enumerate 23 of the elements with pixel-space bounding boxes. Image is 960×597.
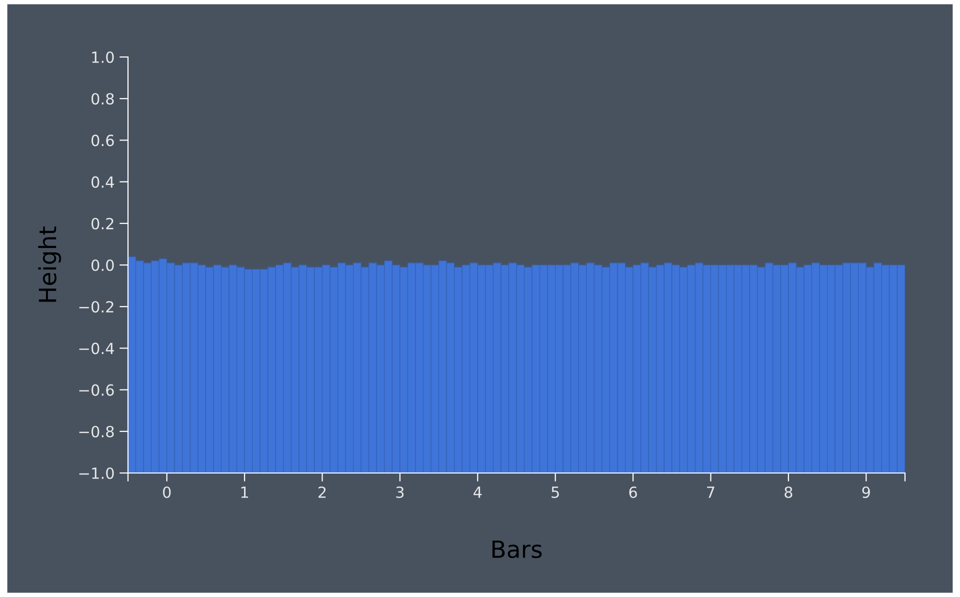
y-tick-label: 0.0: [92, 259, 114, 272]
y-tick-label: −1.0: [79, 467, 114, 480]
y-tick-label: −0.6: [79, 384, 114, 396]
y-tick-label: 0.8: [92, 93, 114, 105]
y-tick-label: 0.6: [92, 134, 114, 146]
x-tick-label: 3: [396, 486, 404, 498]
y-tick-label: 0.4: [92, 176, 114, 188]
x-tick-label: 0: [162, 486, 171, 498]
y-tick-label: −0.8: [79, 426, 114, 438]
x-tick-label: 9: [862, 486, 870, 498]
y-axis-title: Height: [38, 226, 62, 302]
x-tick-label: 5: [552, 486, 559, 498]
x-tick-label: 8: [784, 486, 792, 498]
y-tick-label: 0.2: [92, 218, 114, 230]
x-tick-label: 1: [241, 486, 248, 498]
y-tick-label: −0.2: [79, 301, 114, 313]
x-tick-label: 7: [707, 486, 714, 498]
x-tick-label: 2: [318, 486, 326, 498]
x-axis-title: Bars: [492, 540, 542, 558]
x-tick-label: 4: [474, 486, 482, 498]
y-tick-label: −0.4: [79, 342, 114, 354]
y-tick-label: 1.0: [92, 51, 114, 64]
x-tick-label: 6: [629, 486, 637, 498]
